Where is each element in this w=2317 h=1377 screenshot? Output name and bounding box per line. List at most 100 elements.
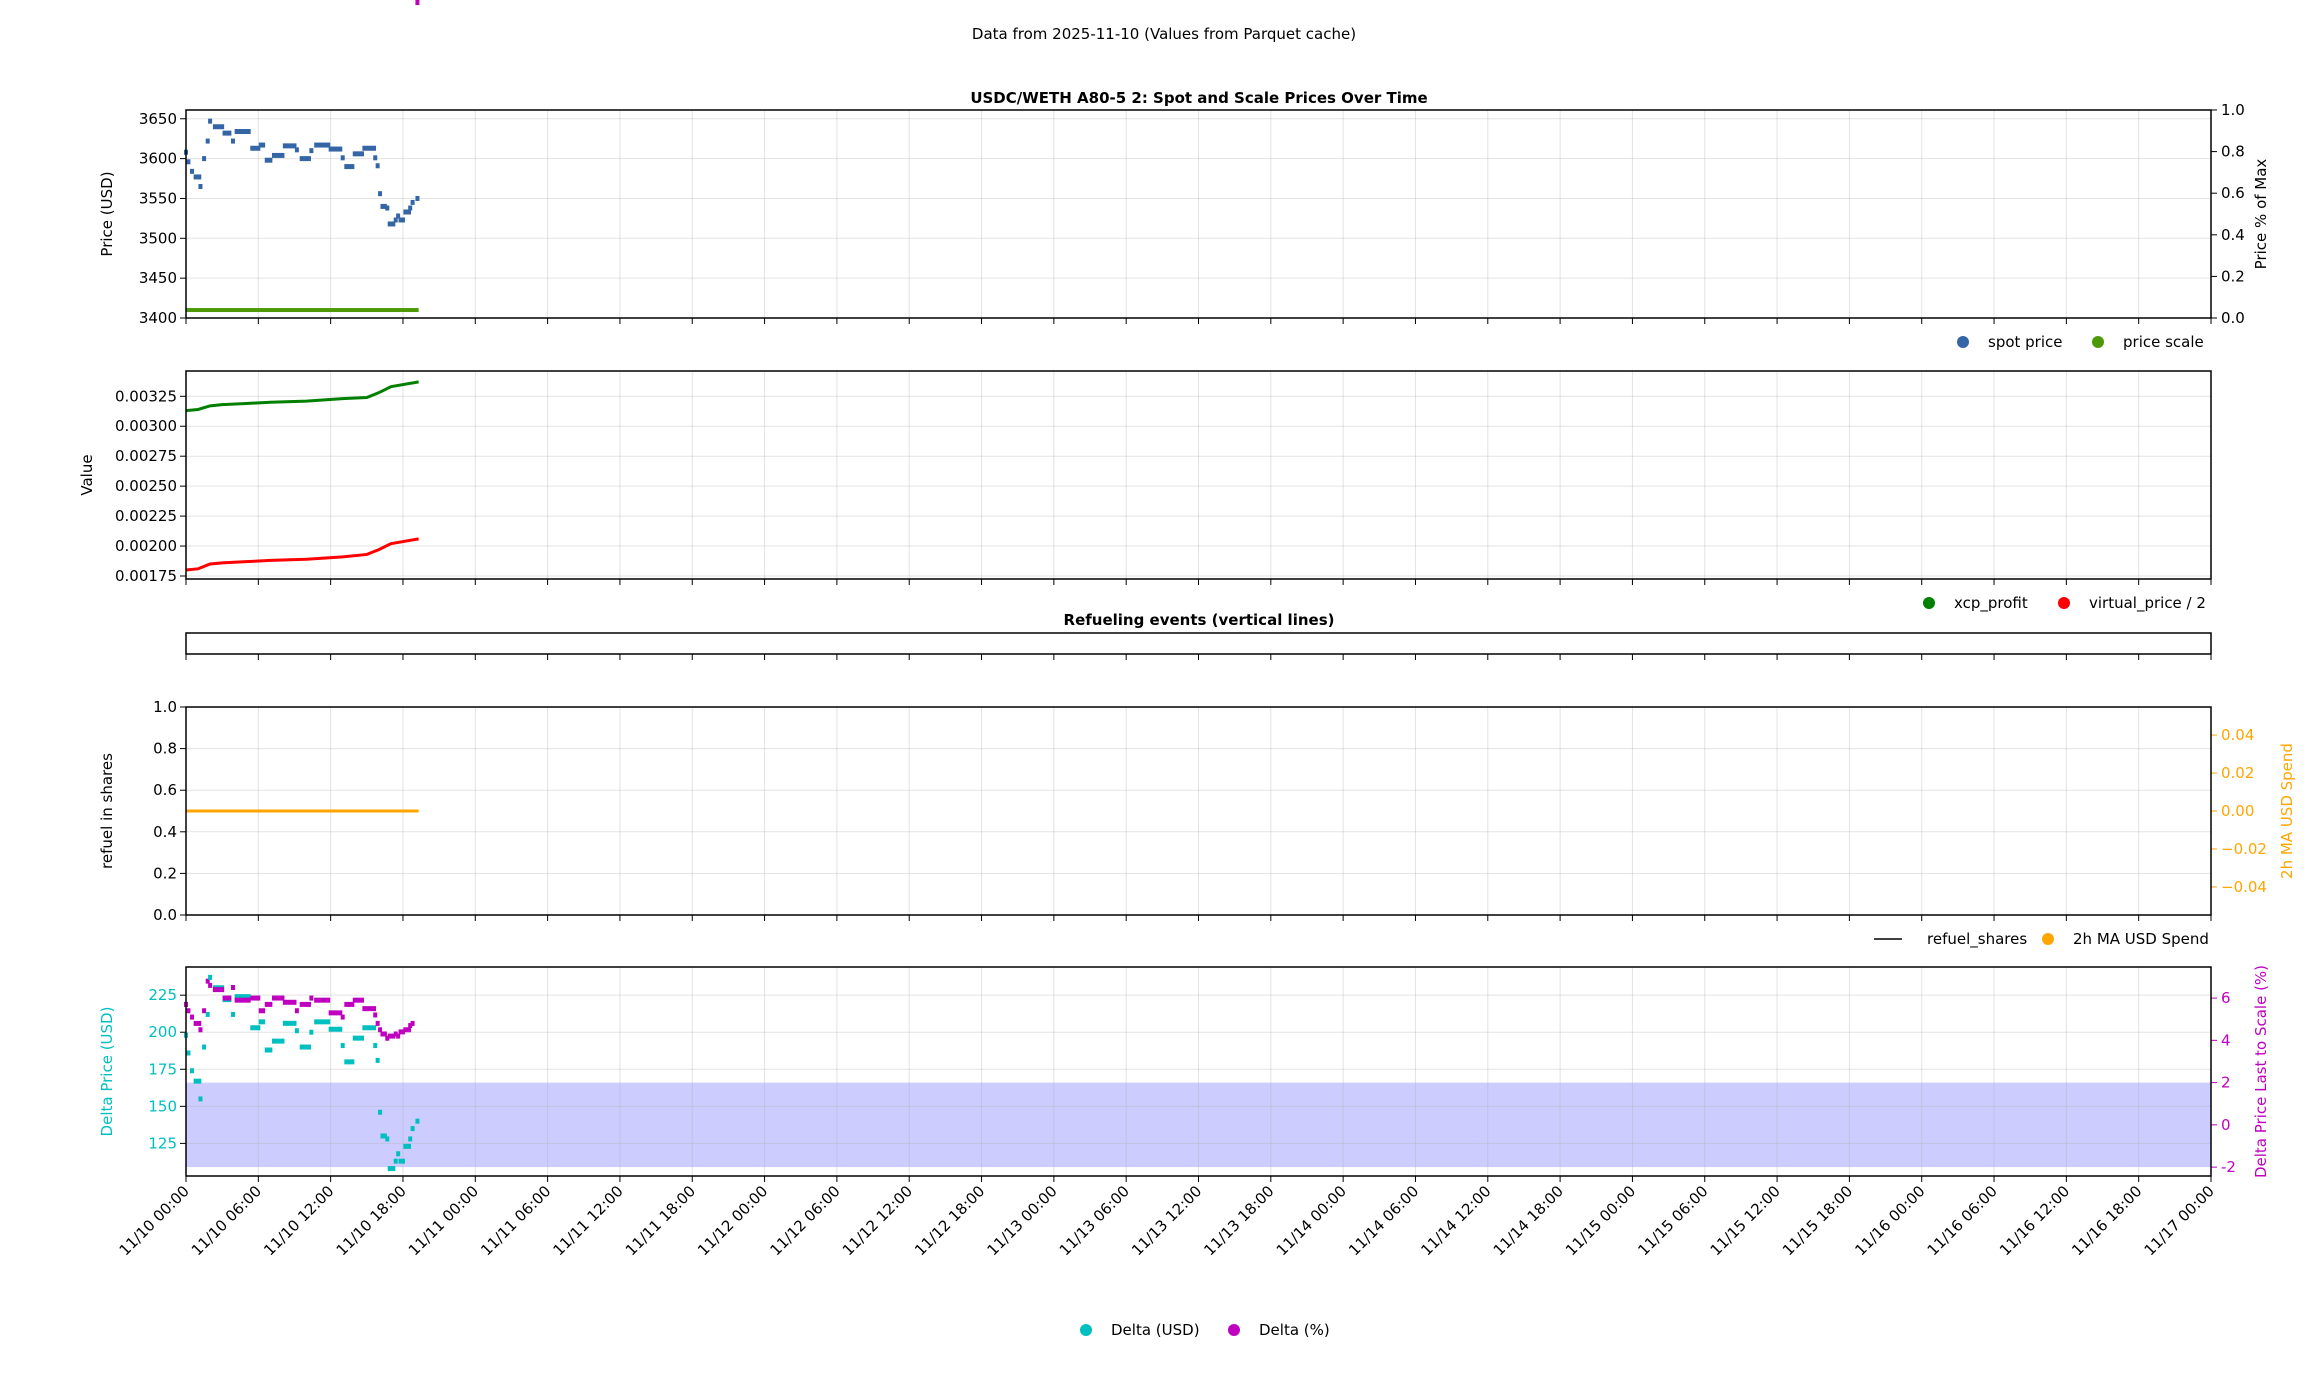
spot-price-marker: [205, 138, 210, 144]
delta-pct-marker: [403, 1027, 411, 1033]
x-tick-label: 11/14 18:00: [1490, 1182, 1567, 1259]
y-tick-label: 0.00175: [115, 567, 177, 585]
y-tick-label: 0.00275: [115, 447, 177, 465]
spot-price-marker: [231, 138, 236, 144]
delta-usd-marker: [198, 1096, 203, 1102]
spot-price-marker: [328, 146, 343, 152]
right-y-tick-label: 0.02: [2221, 764, 2254, 782]
spot-price-marker: [190, 168, 195, 174]
legend-xcp-profit-swatch: [1923, 597, 1935, 609]
spot-price-marker: [362, 145, 377, 151]
y-tick-label: 175: [148, 1060, 177, 1078]
delta-usd-marker: [408, 1136, 413, 1142]
y-tick-label: 3600: [139, 150, 177, 168]
x-tick-label: 11/16 12:00: [1996, 1182, 2073, 1259]
refuel-title: Refueling events (vertical lines): [1064, 611, 1335, 629]
spot-price-marker: [403, 209, 411, 215]
plot-frame: [185, 370, 2212, 580]
right-y-tick-label: 0.4: [2221, 226, 2245, 244]
legend-delta-pct-label: Delta (%): [1259, 1321, 1330, 1339]
y-tick-label: 0.00300: [115, 417, 177, 435]
legend-delta-pct-swatch: [1228, 1324, 1240, 1336]
y-tick-label: 0.00200: [115, 537, 177, 555]
delta-pct-marker: [408, 1023, 413, 1029]
right-y-tick-label: 0: [2221, 1116, 2231, 1134]
legend-virtual-price-swatch: [2058, 597, 2070, 609]
spot-price-marker: [396, 213, 401, 219]
delta-usd-marker: [340, 1043, 345, 1049]
y-tick-label: 3550: [139, 189, 177, 207]
x-tick-label: 11/13 00:00: [983, 1182, 1060, 1259]
y-tick-label: 0.8: [153, 740, 177, 758]
delta-usd-marker: [373, 1043, 378, 1049]
right-y-tick-label: -2: [2221, 1158, 2236, 1176]
page-title: Data from 2025-11-10 (Values from Parque…: [972, 25, 1356, 43]
spot-price-marker: [393, 217, 398, 223]
x-tick-label: 11/14 06:00: [1345, 1182, 1422, 1259]
right-y-tick-label: 6: [2221, 989, 2231, 1007]
spot-price-marker: [378, 191, 383, 197]
delta-pct-marker: [309, 995, 314, 1001]
y-tick-label: 3650: [139, 110, 177, 128]
delta-usd-marker: [208, 974, 213, 980]
legend-price-scale-label: price scale: [2123, 333, 2204, 351]
spot-price-marker: [352, 151, 364, 157]
delta-pct-marker: [375, 1020, 380, 1026]
delta-usd-marker: [309, 1029, 314, 1035]
delta-usd-marker: [258, 1019, 266, 1025]
delta-usd-marker: [387, 1166, 396, 1172]
x-tick-label: 11/13 06:00: [1056, 1182, 1133, 1259]
y-axis-label: refuel in shares: [98, 753, 116, 869]
y-tick-label: 0.0: [153, 906, 177, 924]
delta-pct-marker: [314, 997, 331, 1003]
y-tick-label: 125: [148, 1134, 177, 1152]
y-tick-label: 1.0: [153, 698, 177, 716]
delta-usd-marker: [396, 1151, 401, 1157]
delta-usd-marker: [415, 1118, 420, 1124]
y-tick-label: 0.6: [153, 781, 177, 799]
plot-frame: [185, 966, 2212, 1177]
delta-pct-marker: [258, 1008, 266, 1014]
x-tick-label: 11/13 12:00: [1128, 1182, 1205, 1259]
spot-price-marker: [294, 147, 299, 153]
right-y-tick-label: 4: [2221, 1031, 2231, 1049]
spot-price-marker: [222, 130, 232, 136]
right-y-tick-label: 0.00: [2221, 802, 2254, 820]
right-y-tick-label: 0.6: [2221, 184, 2245, 202]
x-tick-label: 11/14 12:00: [1417, 1182, 1494, 1259]
delta-usd-marker: [314, 1019, 331, 1025]
legend-refuel-shares-label: refuel_shares: [1927, 930, 2027, 949]
right-y-tick-label: 1.0: [2221, 101, 2245, 119]
spot-price-marker: [398, 217, 405, 223]
spot-price-marker: [299, 156, 311, 162]
y-axis-label: Price (USD): [98, 171, 116, 256]
x-tick-label: 11/11 00:00: [405, 1182, 482, 1259]
y-axis-label: Delta Price (USD): [98, 1007, 116, 1137]
y-tick-label: 0.4: [153, 823, 177, 841]
right-y-axis-label: Delta Price Last to Scale (%): [2252, 965, 2270, 1178]
plot-frame: [185, 706, 2212, 916]
legend-delta-usd-label: Delta (USD): [1111, 1321, 1200, 1339]
delta-pct-marker: [186, 1008, 191, 1014]
delta-pct-marker: [385, 1035, 390, 1041]
spot-price-marker: [258, 142, 266, 148]
spot-price-marker: [387, 221, 396, 227]
shaded-band: [186, 1082, 2211, 1168]
delta-pct-marker: [205, 978, 210, 984]
x-tick-label: 11/15 12:00: [1707, 1182, 1784, 1259]
legend-price-scale-swatch: [2092, 336, 2104, 348]
spot-price-marker: [250, 145, 261, 151]
spot-price-marker: [264, 157, 273, 163]
delta-usd-marker: [352, 1035, 364, 1041]
spot-price-marker: [202, 156, 207, 162]
x-tick-label: 11/15 00:00: [1562, 1182, 1639, 1259]
x-tick-label: 11/14 00:00: [1273, 1182, 1350, 1259]
delta-usd-marker: [231, 1011, 236, 1017]
spot-price-marker: [408, 205, 413, 211]
y-tick-label: 0.00225: [115, 507, 177, 525]
delta-usd-marker: [380, 1133, 387, 1139]
spot-price-marker: [375, 163, 380, 169]
spot-price-marker: [193, 174, 202, 180]
delta-pct-marker: [398, 1029, 405, 1035]
